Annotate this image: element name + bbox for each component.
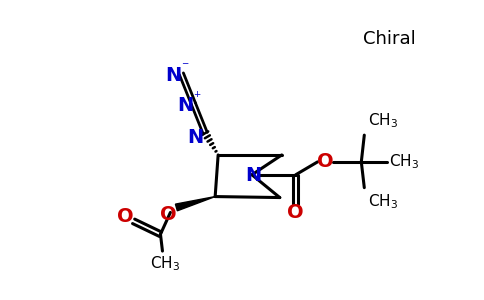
Text: CH$_3$: CH$_3$ — [389, 152, 419, 171]
Text: CH$_3$: CH$_3$ — [368, 112, 398, 130]
Text: $^+$: $^+$ — [192, 90, 202, 103]
Text: O: O — [160, 205, 177, 224]
Text: N: N — [165, 66, 182, 85]
Text: CH$_3$: CH$_3$ — [368, 193, 398, 211]
Text: N: N — [245, 166, 261, 185]
Text: CH$_3$: CH$_3$ — [151, 254, 181, 273]
Text: O: O — [317, 152, 334, 171]
Text: $^-$: $^-$ — [181, 60, 191, 73]
Text: N: N — [187, 128, 203, 147]
Polygon shape — [175, 196, 215, 211]
Text: N: N — [177, 96, 194, 115]
Text: Chiral: Chiral — [363, 30, 416, 48]
Text: O: O — [287, 203, 304, 222]
Text: O: O — [117, 207, 134, 226]
